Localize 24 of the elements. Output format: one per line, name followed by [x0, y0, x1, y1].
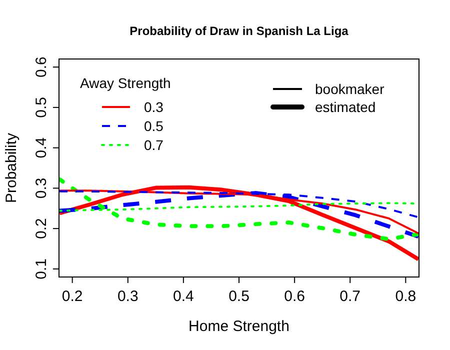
line-series [59, 177, 419, 242]
x-tick-label: 0.3 [117, 288, 138, 305]
y-tick-label: 0.1 [33, 258, 50, 280]
line-series [59, 185, 419, 262]
annotation: bookmaker [315, 81, 385, 97]
y-tick-label: 0.3 [33, 178, 50, 199]
legend-label: 0.5 [144, 118, 164, 134]
x-tick-label: 0.4 [173, 288, 194, 305]
y-axis-title: Probability [3, 132, 20, 204]
y-tick-label: 0.2 [33, 218, 50, 239]
annotation: estimated [315, 99, 376, 115]
y-tick-label: 0.6 [33, 56, 50, 78]
y-tick-label: 0.4 [33, 137, 50, 158]
x-tick-label: 0.7 [340, 288, 361, 305]
x-tick-label: 0.5 [228, 288, 250, 305]
y-tick-label: 0.5 [33, 97, 50, 118]
legend-title: Away Strength [80, 75, 171, 91]
legend-label: 0.7 [144, 137, 164, 153]
legend-label: 0.3 [144, 99, 164, 115]
chart-title: Probability of Draw in Spanish La Liga [130, 24, 349, 38]
x-tick-label: 0.6 [284, 288, 305, 305]
x-tick-label: 0.8 [395, 288, 416, 305]
x-tick-label: 0.2 [62, 288, 83, 305]
x-axis-title: Home Strength [188, 318, 290, 335]
